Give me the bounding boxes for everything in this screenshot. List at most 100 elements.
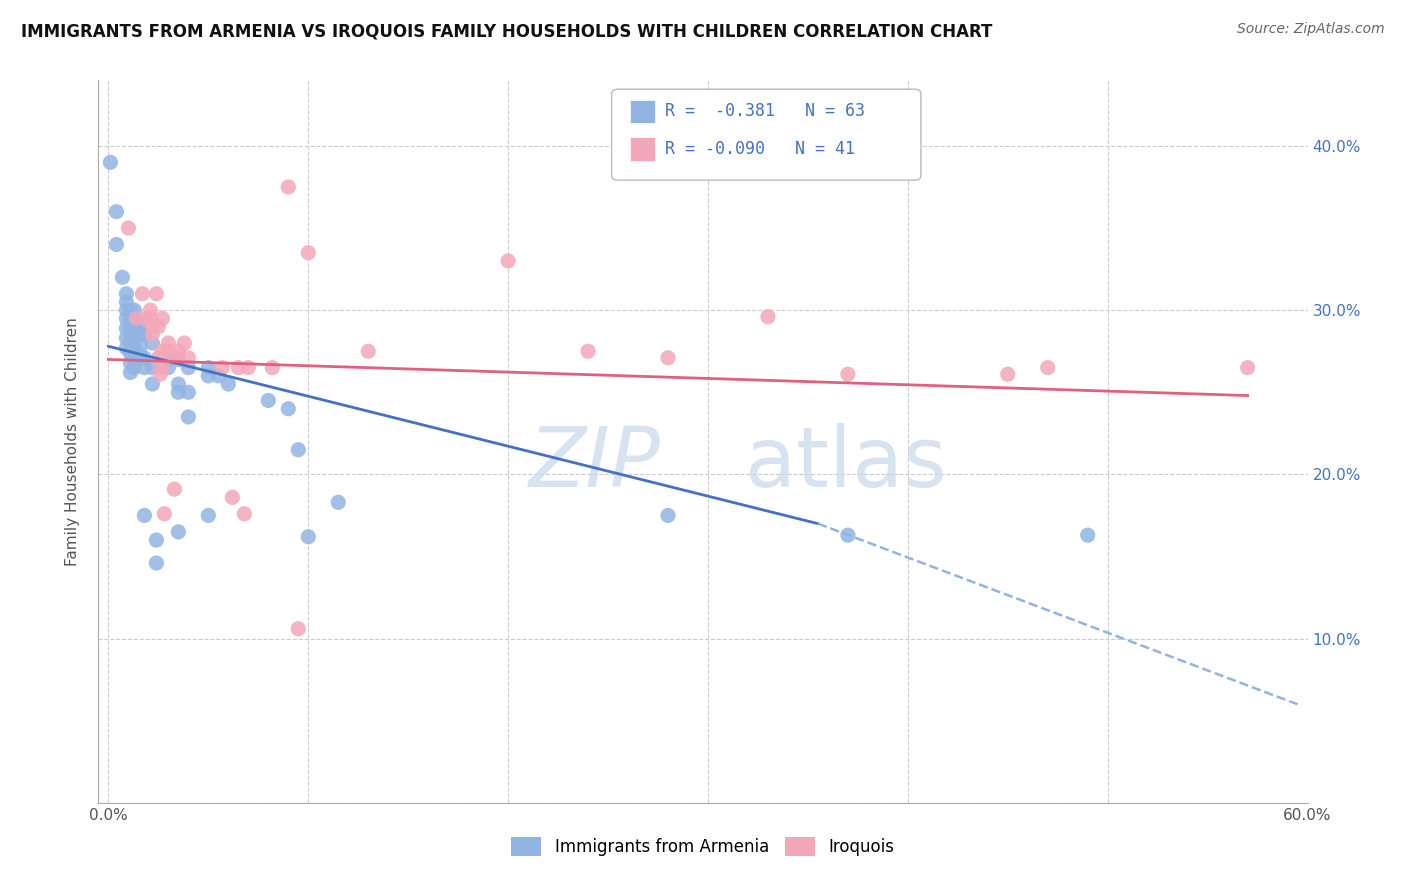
- Point: [150, 311, 173, 326]
- Point: [228, 360, 250, 375]
- Point: [141, 327, 163, 342]
- Point: [120, 336, 142, 351]
- Point: [120, 356, 142, 370]
- Point: [131, 286, 153, 301]
- Point: [167, 377, 190, 392]
- Point: [117, 221, 139, 235]
- Point: [837, 368, 859, 382]
- Point: [756, 310, 779, 324]
- Point: [328, 495, 350, 509]
- Point: [120, 366, 142, 380]
- Point: [120, 311, 142, 326]
- Point: [141, 377, 163, 392]
- Text: Source: ZipAtlas.com: Source: ZipAtlas.com: [1237, 22, 1385, 37]
- Point: [167, 385, 190, 400]
- Point: [124, 319, 146, 334]
- Point: [1036, 360, 1059, 375]
- Point: [145, 533, 167, 547]
- Point: [129, 318, 152, 332]
- Point: [135, 311, 157, 326]
- Point: [217, 377, 239, 392]
- Point: [197, 508, 219, 523]
- Point: [277, 180, 299, 194]
- Point: [115, 331, 138, 345]
- Point: [124, 331, 146, 345]
- Point: [150, 360, 173, 375]
- Point: [150, 344, 173, 359]
- Text: R =  -0.381   N = 63: R = -0.381 N = 63: [665, 103, 865, 120]
- Point: [657, 508, 679, 523]
- Point: [167, 351, 190, 365]
- Point: [163, 482, 186, 496]
- Point: [297, 245, 319, 260]
- Point: [148, 351, 170, 365]
- Point: [238, 360, 260, 375]
- Point: [139, 303, 162, 318]
- Point: [257, 393, 280, 408]
- Point: [124, 351, 146, 365]
- Point: [167, 344, 190, 359]
- Point: [837, 528, 859, 542]
- Point: [120, 346, 142, 360]
- Point: [287, 442, 309, 457]
- Point: [115, 286, 138, 301]
- Y-axis label: Family Households with Children: Family Households with Children: [65, 318, 80, 566]
- Point: [157, 352, 180, 367]
- Point: [141, 319, 163, 334]
- Point: [129, 327, 152, 342]
- Point: [100, 155, 122, 169]
- Point: [134, 327, 156, 342]
- Point: [207, 368, 229, 383]
- Point: [115, 295, 138, 310]
- Point: [129, 349, 152, 363]
- Point: [287, 622, 309, 636]
- Point: [141, 336, 163, 351]
- Point: [997, 368, 1019, 382]
- Point: [177, 409, 200, 424]
- Point: [177, 385, 200, 400]
- Text: ZIP: ZIP: [529, 423, 661, 504]
- Point: [134, 508, 156, 523]
- Point: [105, 204, 128, 219]
- Point: [141, 360, 163, 375]
- Point: [124, 360, 146, 375]
- Point: [177, 360, 200, 375]
- Legend: Immigrants from Armenia, Iroquois: Immigrants from Armenia, Iroquois: [505, 830, 901, 863]
- Point: [221, 491, 243, 505]
- Point: [145, 286, 167, 301]
- Point: [657, 351, 679, 365]
- Point: [134, 351, 156, 365]
- Point: [125, 311, 148, 326]
- Point: [157, 360, 180, 375]
- Point: [153, 507, 176, 521]
- Point: [167, 524, 190, 539]
- Point: [496, 253, 519, 268]
- Point: [197, 360, 219, 375]
- Point: [148, 319, 170, 334]
- Point: [197, 368, 219, 383]
- Point: [576, 344, 599, 359]
- Point: [120, 327, 142, 342]
- Point: [115, 311, 138, 326]
- Point: [233, 507, 256, 521]
- Point: [297, 530, 319, 544]
- Point: [120, 319, 142, 334]
- Point: [262, 360, 284, 375]
- Point: [124, 341, 146, 355]
- Point: [211, 360, 233, 375]
- Point: [120, 303, 142, 318]
- Point: [173, 336, 195, 351]
- Point: [177, 351, 200, 365]
- Point: [149, 368, 172, 382]
- Point: [115, 303, 138, 318]
- Point: [139, 311, 162, 326]
- Point: [105, 237, 128, 252]
- Point: [1236, 360, 1258, 375]
- Point: [167, 352, 190, 367]
- Text: atlas: atlas: [745, 423, 948, 504]
- Point: [129, 339, 152, 353]
- Point: [357, 344, 380, 359]
- Point: [124, 303, 146, 318]
- Text: R = -0.090   N = 41: R = -0.090 N = 41: [665, 140, 855, 158]
- Point: [1077, 528, 1099, 542]
